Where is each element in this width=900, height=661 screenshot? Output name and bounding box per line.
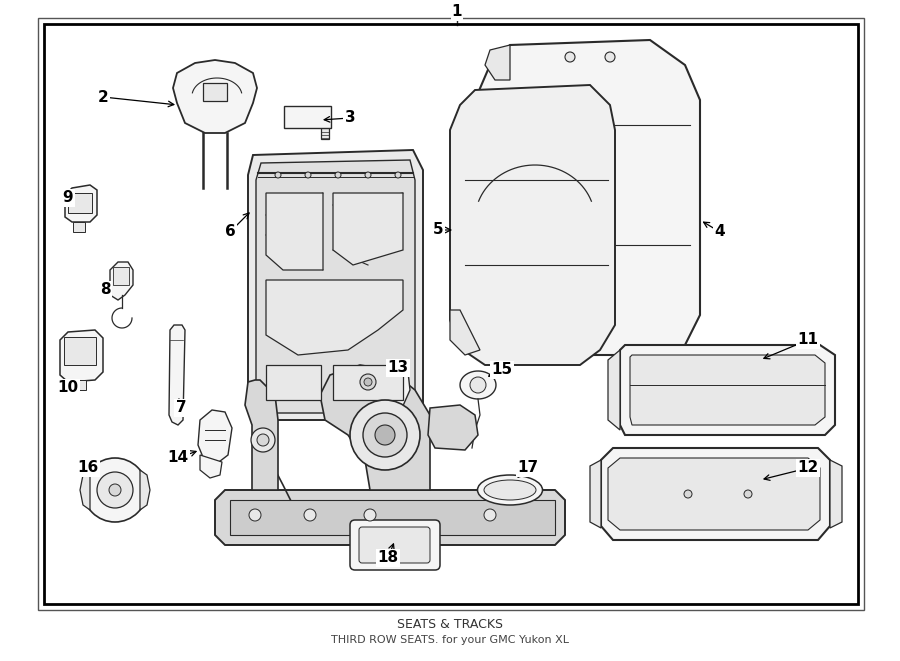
Polygon shape	[173, 60, 257, 133]
Circle shape	[305, 172, 311, 178]
Circle shape	[744, 490, 752, 498]
Circle shape	[365, 172, 371, 178]
Circle shape	[470, 377, 486, 393]
Polygon shape	[65, 185, 97, 222]
Bar	[230, 500, 555, 535]
Text: 10: 10	[58, 381, 78, 395]
Circle shape	[249, 509, 261, 521]
Polygon shape	[110, 262, 133, 300]
Text: 12: 12	[797, 461, 819, 475]
Circle shape	[257, 434, 269, 446]
Polygon shape	[475, 300, 520, 355]
Polygon shape	[460, 371, 496, 399]
Text: 1: 1	[452, 5, 463, 20]
Text: 16: 16	[77, 461, 99, 475]
Bar	[321, 125, 329, 139]
Circle shape	[605, 52, 615, 62]
FancyBboxPatch shape	[359, 527, 430, 563]
Circle shape	[350, 400, 420, 470]
Polygon shape	[80, 470, 90, 510]
Bar	[38, 18, 864, 610]
Polygon shape	[248, 150, 423, 420]
Polygon shape	[608, 350, 620, 430]
Polygon shape	[428, 405, 478, 450]
Circle shape	[360, 374, 376, 390]
Polygon shape	[215, 490, 565, 545]
Circle shape	[83, 458, 147, 522]
Text: 8: 8	[100, 282, 111, 297]
Circle shape	[375, 425, 395, 445]
Circle shape	[684, 490, 692, 498]
Text: THIRD ROW SEATS. for your GMC Yukon XL: THIRD ROW SEATS. for your GMC Yukon XL	[331, 635, 569, 645]
Polygon shape	[200, 455, 222, 478]
Polygon shape	[256, 160, 415, 413]
Text: 15: 15	[491, 362, 513, 377]
Text: 5: 5	[433, 223, 444, 237]
Bar	[64, 337, 96, 365]
Text: 1: 1	[451, 3, 463, 21]
Text: 11: 11	[797, 332, 818, 348]
Polygon shape	[485, 45, 510, 80]
Text: 9: 9	[63, 190, 73, 206]
Polygon shape	[140, 470, 150, 510]
Polygon shape	[198, 410, 232, 465]
Text: 7: 7	[176, 401, 186, 416]
Polygon shape	[830, 460, 842, 528]
Polygon shape	[245, 380, 278, 490]
Bar	[73, 222, 85, 232]
Text: 4: 4	[715, 225, 725, 239]
Circle shape	[364, 378, 372, 386]
Bar	[333, 365, 403, 400]
Polygon shape	[630, 355, 825, 425]
Polygon shape	[388, 368, 410, 408]
Polygon shape	[590, 460, 601, 528]
Circle shape	[335, 172, 341, 178]
Text: 2: 2	[97, 89, 108, 104]
Polygon shape	[608, 458, 820, 530]
Polygon shape	[450, 310, 480, 355]
Circle shape	[109, 484, 121, 496]
Bar	[301, 110, 309, 124]
Text: 3: 3	[345, 110, 356, 126]
Circle shape	[364, 509, 376, 521]
Bar	[72, 380, 86, 390]
Bar	[266, 365, 321, 400]
Polygon shape	[266, 280, 403, 355]
Text: 13: 13	[387, 360, 409, 375]
Polygon shape	[620, 345, 835, 435]
Text: 18: 18	[377, 551, 399, 566]
Polygon shape	[320, 365, 430, 490]
Bar	[68, 193, 92, 213]
Circle shape	[97, 472, 133, 508]
Text: 6: 6	[225, 225, 236, 239]
Circle shape	[275, 172, 281, 178]
Ellipse shape	[484, 480, 536, 500]
Circle shape	[304, 509, 316, 521]
Polygon shape	[475, 40, 700, 355]
Polygon shape	[450, 85, 615, 365]
Polygon shape	[169, 325, 185, 425]
Circle shape	[395, 172, 401, 178]
Text: 17: 17	[518, 461, 538, 475]
Circle shape	[484, 509, 496, 521]
Circle shape	[251, 428, 275, 452]
FancyBboxPatch shape	[284, 106, 331, 128]
Text: SEATS & TRACKS: SEATS & TRACKS	[397, 619, 503, 631]
Circle shape	[565, 52, 575, 62]
Polygon shape	[266, 193, 323, 270]
Polygon shape	[60, 330, 103, 382]
Polygon shape	[601, 448, 830, 540]
Polygon shape	[333, 193, 403, 265]
Circle shape	[363, 413, 407, 457]
Text: 14: 14	[167, 451, 189, 465]
Bar	[113, 267, 129, 285]
FancyBboxPatch shape	[350, 520, 440, 570]
Bar	[44, 24, 858, 604]
Ellipse shape	[478, 475, 543, 505]
Bar	[203, 83, 227, 101]
